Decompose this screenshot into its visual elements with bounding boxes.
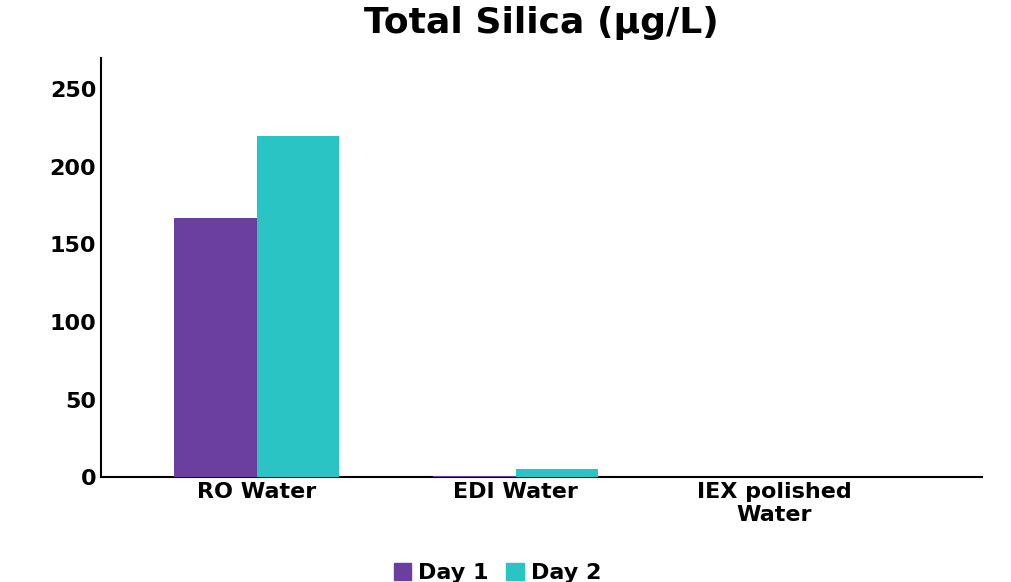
Bar [515,470,598,477]
Bar [433,475,515,477]
Bar [257,136,339,477]
Legend: Day 1, Day 2: Day 1, Day 2 [384,554,610,582]
Title: Total Silica (μg/L): Total Silica (μg/L) [364,6,718,40]
Bar [174,218,257,477]
